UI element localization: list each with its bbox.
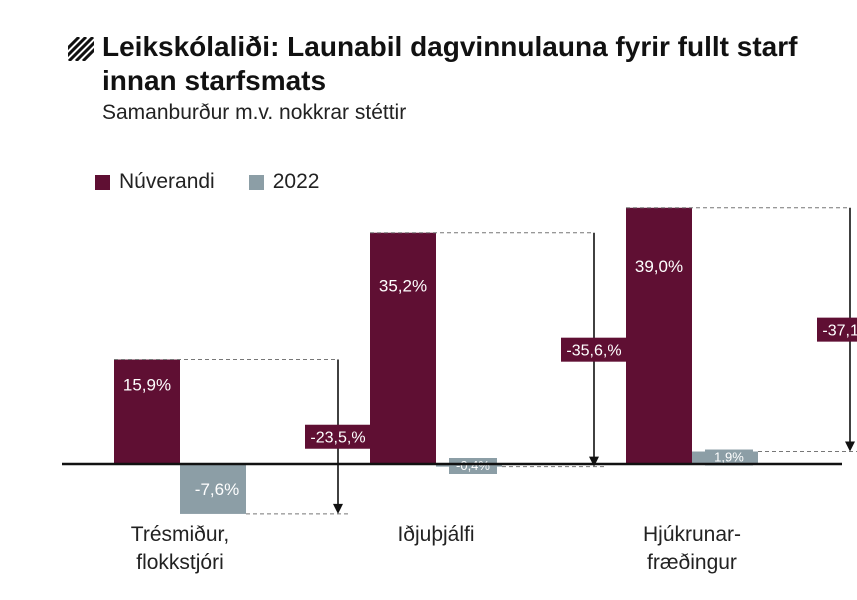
chart-title: Leikskólaliði: Launabil dagvinnulauna fy… xyxy=(102,31,798,96)
category-label: Iðjuþjálfi xyxy=(397,523,474,546)
data-label-bg-2022 xyxy=(449,458,497,474)
difference-arrowhead xyxy=(589,456,599,467)
data-label-current: 39,0% xyxy=(635,257,683,276)
bar-2022 xyxy=(180,464,246,514)
difference-label-bg xyxy=(561,337,627,362)
category-label-line: flokkstjóri xyxy=(136,551,224,574)
difference-label: -37,1,% xyxy=(822,323,857,340)
data-label-bg-2022 xyxy=(705,449,753,466)
data-label-current: 15,9% xyxy=(123,376,171,395)
difference-arrowhead xyxy=(333,503,343,514)
legend-label-current: Núverandi xyxy=(119,170,215,193)
legend-label-2022: 2022 xyxy=(272,170,320,193)
chart-subtitle: Samanburður m.v. nokkrar stéttir xyxy=(102,101,407,124)
difference-label-bg xyxy=(305,424,371,449)
bar-current xyxy=(626,207,692,464)
category-label: Trésmiður, flokkstjóri xyxy=(131,523,229,574)
legend-swatch-current xyxy=(95,174,110,190)
bar-current xyxy=(114,359,180,464)
data-label-2022: -7,6% xyxy=(195,480,239,499)
legend-item-current: Núverandi xyxy=(95,170,215,194)
data-label-2022: -0,4% xyxy=(456,458,490,473)
data-label-2022: 1,9% xyxy=(714,450,744,465)
category-label: Hjúkrunar-fræðingur xyxy=(643,523,741,574)
legend: Núverandi 2022 xyxy=(95,170,353,194)
bar-current xyxy=(370,232,436,464)
difference-arrowhead xyxy=(845,441,855,452)
difference-label: -35,6,% xyxy=(566,343,621,360)
difference-label: -23,5,% xyxy=(310,430,365,447)
data-label-current: 35,2% xyxy=(379,277,427,296)
legend-item-2022: 2022 xyxy=(248,170,320,194)
hatch-icon xyxy=(68,37,94,61)
category-label-line: Iðjuþjálfi xyxy=(397,523,474,546)
difference-label-bg xyxy=(817,317,857,342)
category-label-line: Hjúkrunar- xyxy=(643,523,741,546)
category-label-line: fræðingur xyxy=(647,551,737,574)
category-label-line: Trésmiður, xyxy=(131,523,229,546)
legend-swatch-2022 xyxy=(248,174,264,190)
